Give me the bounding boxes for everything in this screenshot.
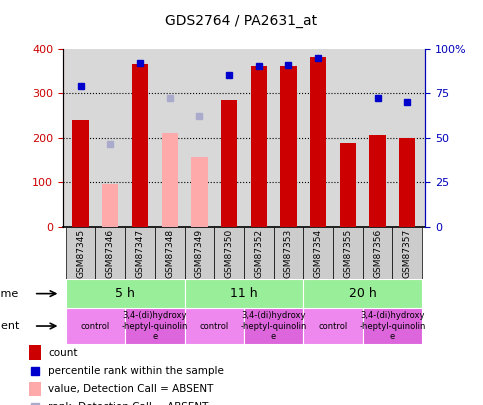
- Bar: [214, 227, 244, 279]
- Text: GSM87355: GSM87355: [343, 228, 352, 278]
- Text: GSM87352: GSM87352: [254, 228, 263, 278]
- Text: 3,4-(di)hydroxy
-heptyl-quinolin
e: 3,4-(di)hydroxy -heptyl-quinolin e: [122, 311, 188, 341]
- Bar: [185, 227, 214, 279]
- Text: GSM87345: GSM87345: [76, 228, 85, 278]
- Bar: [363, 227, 392, 279]
- Text: GSM87348: GSM87348: [165, 228, 174, 278]
- Bar: [221, 100, 237, 227]
- Bar: [185, 308, 244, 344]
- Text: GSM87346: GSM87346: [106, 228, 115, 278]
- Text: count: count: [48, 348, 78, 358]
- Text: 3,4-(di)hydroxy
-heptyl-quinolin
e: 3,4-(di)hydroxy -heptyl-quinolin e: [241, 311, 307, 341]
- Bar: [251, 66, 267, 227]
- Bar: [29, 382, 41, 396]
- Bar: [72, 120, 89, 227]
- Bar: [273, 227, 303, 279]
- Text: 11 h: 11 h: [230, 287, 258, 300]
- Text: value, Detection Call = ABSENT: value, Detection Call = ABSENT: [48, 384, 213, 394]
- Bar: [333, 227, 363, 279]
- Bar: [185, 279, 303, 308]
- Bar: [125, 227, 155, 279]
- Bar: [303, 308, 363, 344]
- Bar: [303, 279, 422, 308]
- Bar: [155, 227, 185, 279]
- Bar: [363, 308, 422, 344]
- Text: rank, Detection Call = ABSENT: rank, Detection Call = ABSENT: [48, 402, 209, 405]
- Text: percentile rank within the sample: percentile rank within the sample: [48, 366, 224, 376]
- Bar: [369, 135, 386, 227]
- Text: agent: agent: [0, 321, 19, 331]
- Text: GSM87353: GSM87353: [284, 228, 293, 278]
- Bar: [244, 227, 273, 279]
- Bar: [392, 227, 422, 279]
- Text: GSM87354: GSM87354: [313, 228, 323, 278]
- Bar: [303, 227, 333, 279]
- Text: 5 h: 5 h: [115, 287, 135, 300]
- Bar: [191, 157, 208, 227]
- Bar: [29, 345, 41, 360]
- Text: GSM87350: GSM87350: [225, 228, 234, 278]
- Bar: [244, 308, 303, 344]
- Bar: [340, 143, 356, 227]
- Text: 20 h: 20 h: [349, 287, 377, 300]
- Text: GSM87357: GSM87357: [403, 228, 412, 278]
- Text: GSM87347: GSM87347: [136, 228, 144, 278]
- Bar: [310, 57, 327, 227]
- Bar: [399, 138, 415, 227]
- Bar: [132, 64, 148, 227]
- Bar: [125, 308, 185, 344]
- Text: GSM87349: GSM87349: [195, 228, 204, 278]
- Bar: [161, 133, 178, 227]
- Text: 3,4-(di)hydroxy
-heptyl-quinolin
e: 3,4-(di)hydroxy -heptyl-quinolin e: [359, 311, 426, 341]
- Text: time: time: [0, 289, 19, 298]
- Text: control: control: [318, 322, 348, 330]
- Text: control: control: [81, 322, 110, 330]
- Bar: [66, 279, 185, 308]
- Bar: [102, 183, 118, 227]
- Text: control: control: [199, 322, 229, 330]
- Text: GDS2764 / PA2631_at: GDS2764 / PA2631_at: [166, 14, 317, 28]
- Bar: [280, 66, 297, 227]
- Bar: [66, 308, 125, 344]
- Bar: [66, 227, 96, 279]
- Bar: [96, 227, 125, 279]
- Text: GSM87356: GSM87356: [373, 228, 382, 278]
